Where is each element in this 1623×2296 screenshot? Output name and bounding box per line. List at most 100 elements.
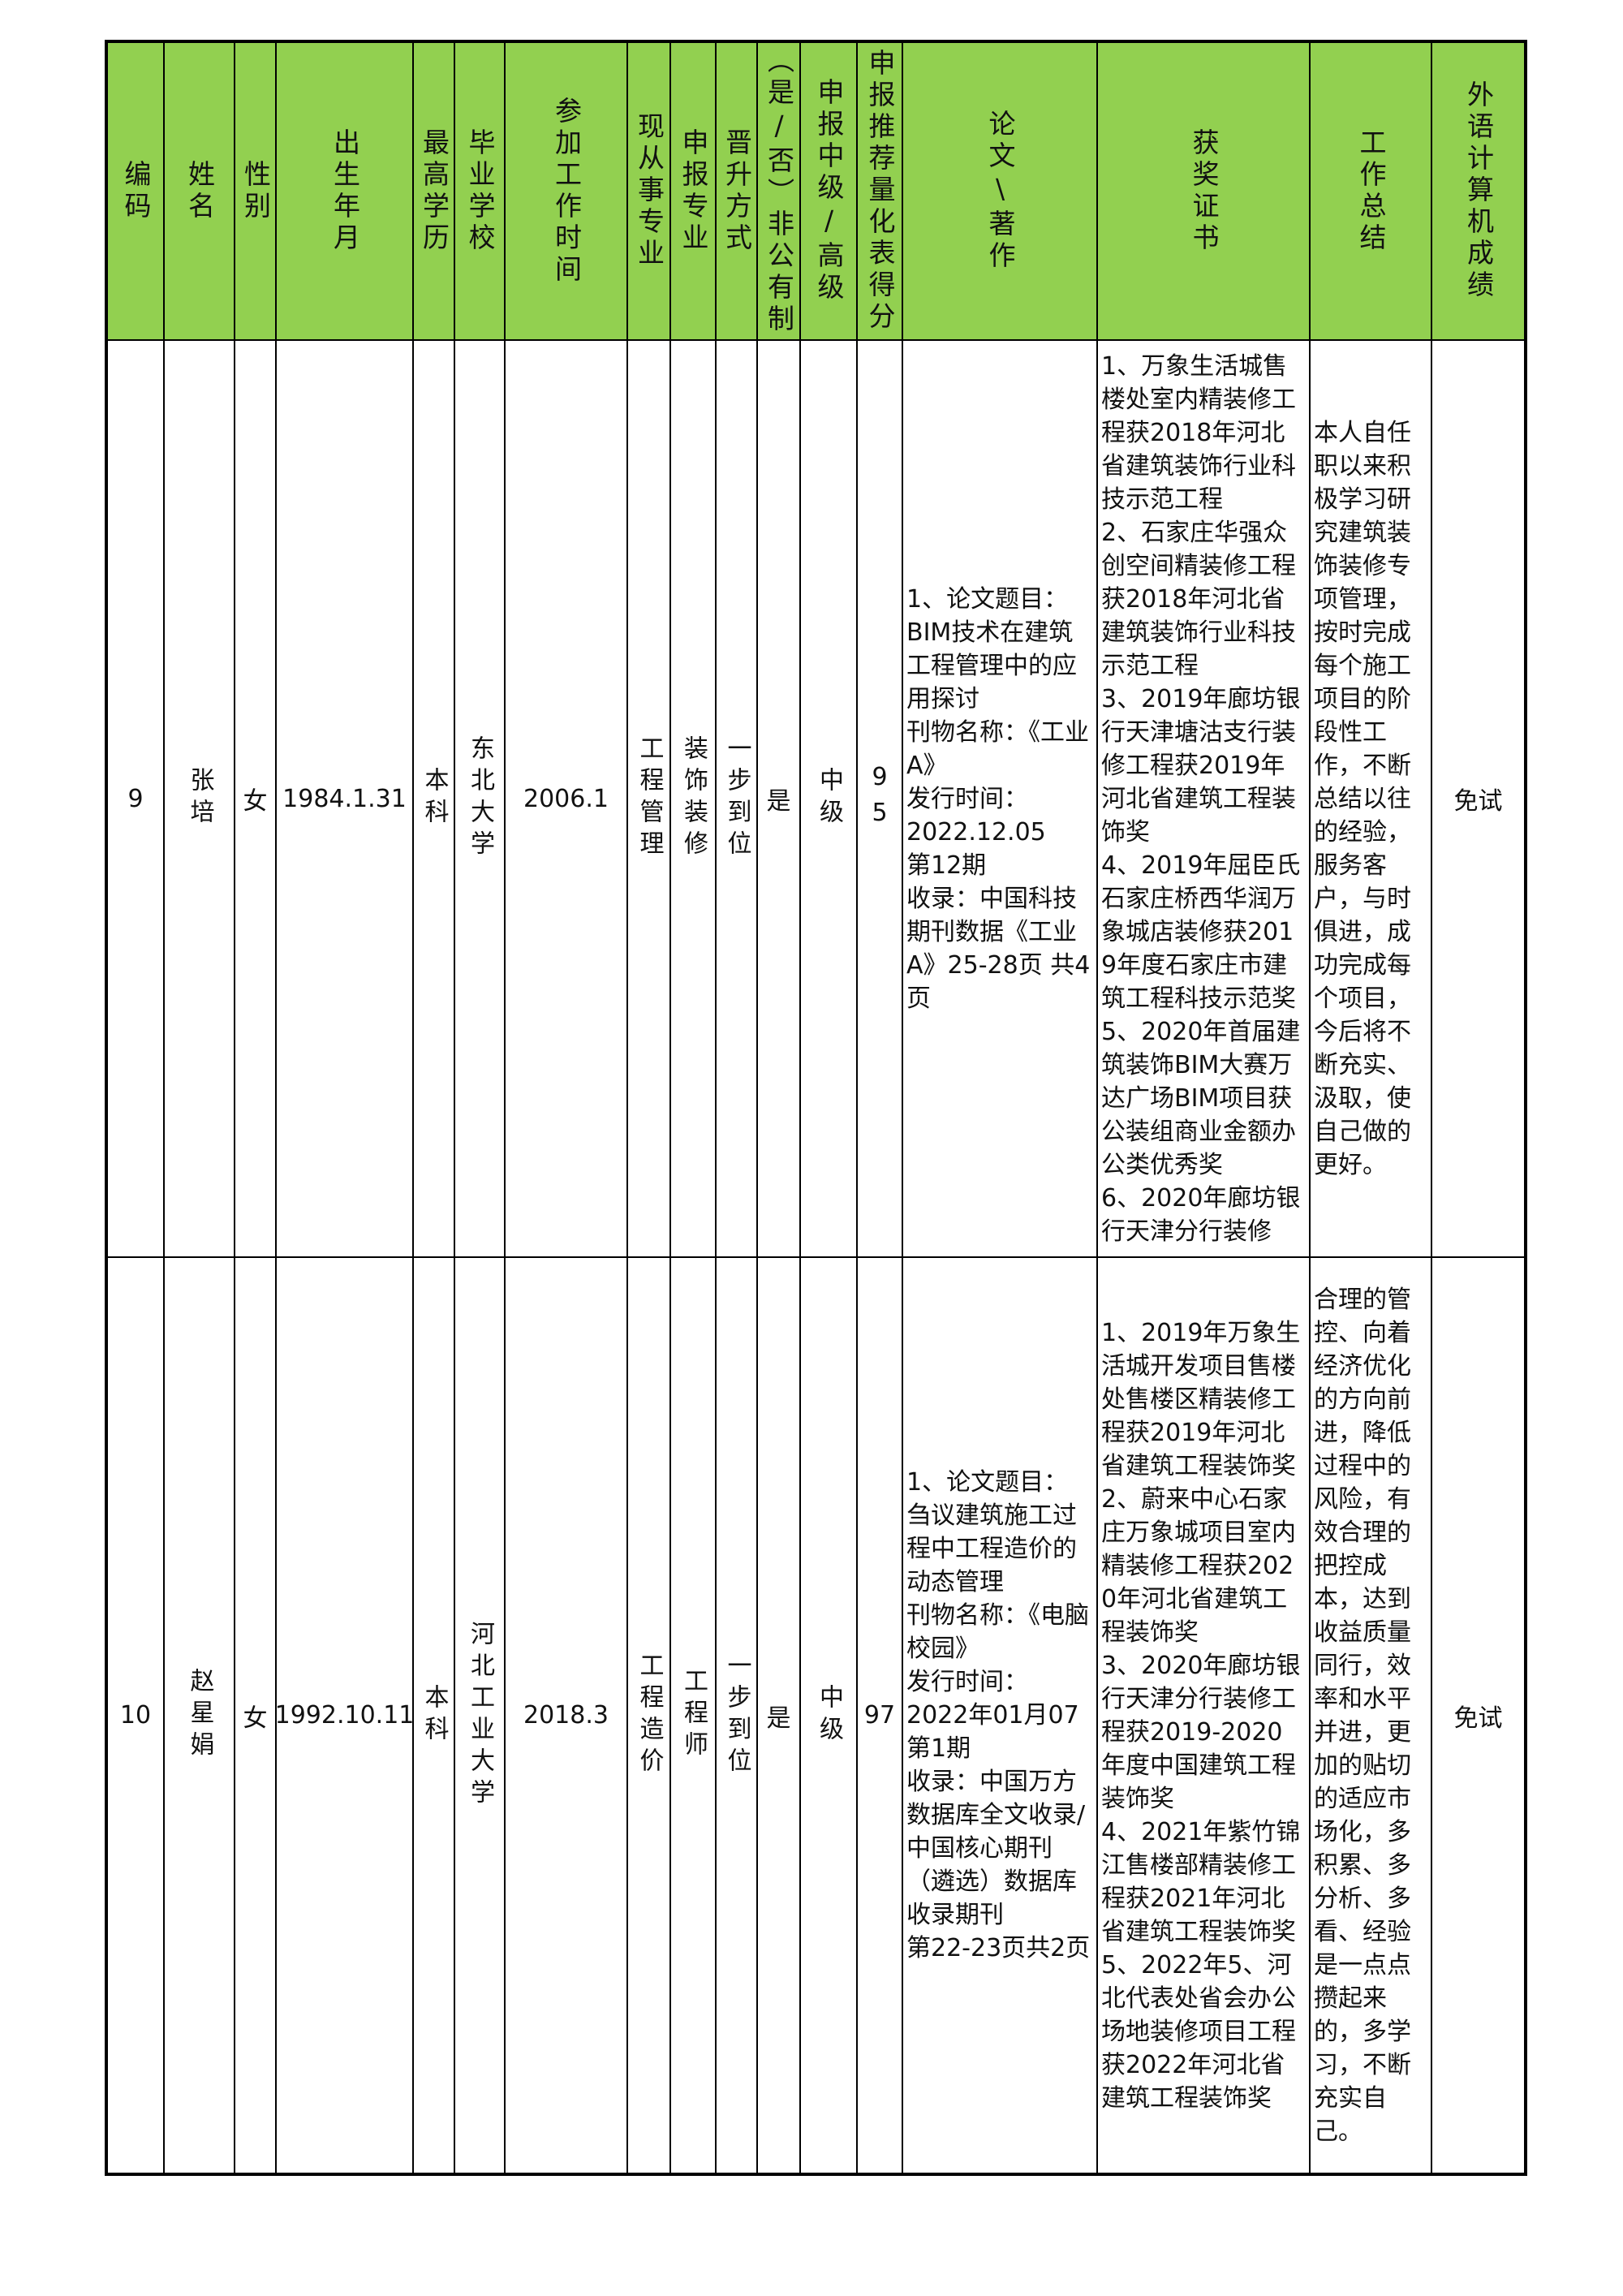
paper-item: 第12期 [906, 851, 987, 880]
cell-value: 一步到位 [722, 1652, 751, 1779]
header-promotion: 晋升方式 [715, 41, 758, 341]
cell-score: 95 [856, 339, 903, 1258]
header-exam: 外语计算机成绩 [1431, 41, 1526, 341]
cell-paper: 1、论文题目： BIM技术在建筑工程管理中的应用探讨 刊物名称：《工业A》 发行时间：… [902, 339, 1098, 1258]
cell-value: 张培 [185, 767, 214, 830]
paper-item: 第22-23页共2页 [906, 1934, 1091, 1962]
header-awards: 获奖证书 [1096, 41, 1311, 341]
paper-item: 刊物名称：《工业A》 [906, 717, 1089, 780]
cell-level: 中级 [799, 339, 858, 1258]
header-education: 最高学历 [412, 41, 455, 341]
cell-value: 9 [127, 784, 144, 813]
header-birth: 出生年月 [275, 41, 414, 341]
header-code: 编码 [105, 41, 165, 341]
cell-exam: 免试 [1431, 339, 1526, 1258]
header-paper: 论文\著作 [902, 41, 1098, 341]
paper-item: 收录：中国科技期刊数据《工业A》25-28页 共4页 [906, 884, 1091, 1013]
cell-exam: 免试 [1431, 1256, 1526, 2175]
awards-item: 6、2020年廊坊银行天津分行装修 [1101, 1183, 1301, 1246]
awards-item: 3、2019年廊坊银行天津塘沽支行装修工程获2019年河北省建筑工程装饰奖 [1101, 684, 1301, 846]
cell-id: 9 [105, 339, 165, 1258]
header-label: （是/否）非公有制 [763, 46, 795, 336]
paper-item: 刍议建筑施工过程中工程造价的动态管理 [906, 1501, 1077, 1596]
cell-value: 2018.3 [523, 1701, 609, 1730]
cell-value: 95 [865, 763, 894, 834]
awards-list: 1、万象生活城售楼处室内精装修工程获2018年河北省建筑装饰行业科技示范工程 2、… [1099, 350, 1308, 1248]
cell-non-public: 是 [756, 1256, 801, 2175]
awards-item: 2、石家庄华强众创空间精装修工程获2018年河北省建筑装饰行业科技示范工程 [1101, 518, 1296, 680]
header-gender: 性别 [234, 41, 277, 341]
header-level: 申报中级/高级 [799, 41, 858, 341]
paper-item: 收录：中国万方数据库全文收录/中国核心期刊（遴选）数据库收录期刊 [906, 1768, 1086, 1929]
header-row: 编码 姓名 性别 出生年月 最高学历 毕业学校 参加工作时间 现从事专业 申报专业 晋升方式 （是/… [105, 41, 1526, 341]
header-work-start: 参加工作时间 [504, 41, 628, 341]
cell-value: 1992.10.11 [277, 1701, 412, 1730]
cell-value: 是 [766, 1704, 791, 1733]
cell-current-major: 工程造价 [626, 1256, 671, 2175]
cell-gender: 女 [234, 339, 277, 1258]
applicant-table: 编码 姓名 性别 出生年月 最高学历 毕业学校 参加工作时间 现从事专业 申报专业 晋升方式 （是/… [105, 40, 1527, 2176]
cell-value: 工程师 [679, 1668, 708, 1763]
cell-edu: 本科 [412, 1256, 455, 2175]
cell-promotion: 一步到位 [715, 1256, 758, 2175]
paper-item: 2022年01月07 [906, 1701, 1079, 1730]
cell-value: 女 [243, 787, 268, 816]
cell-paper: 1、论文题目： 刍议建筑施工过程中工程造价的动态管理 刊物名称：《电脑校园》 发行时间… [902, 1256, 1098, 2175]
header-label: 申报中级/高级 [813, 78, 845, 304]
header-label: 性别 [239, 159, 272, 223]
cell-value: 中级 [815, 767, 843, 830]
header-label: 编码 [120, 159, 152, 223]
header-summary: 工作总结 [1309, 41, 1432, 341]
cell-value: 中级 [815, 1683, 843, 1747]
header-label: 最高学历 [418, 127, 450, 255]
cell-level: 中级 [799, 1256, 858, 2175]
header-label: 毕业学校 [464, 127, 496, 255]
header-score: 申报推荐量化表得分 [856, 41, 903, 341]
cell-id: 10 [105, 1256, 165, 2175]
header-label: 参加工作时间 [550, 96, 583, 286]
cell-edu: 本科 [412, 339, 455, 1258]
cell-value: 本科 [420, 1683, 449, 1747]
header-label: 获奖证书 [1188, 127, 1220, 255]
cell-summary: 本人自任职以来积极学习研究建筑装饰装修专项管理，按时完成每个施工项目的阶段性工作… [1309, 339, 1432, 1258]
header-apply-major: 申报专业 [669, 41, 717, 341]
paper-item: 1、论文题目： [906, 1468, 1069, 1497]
awards-item: 3、2020年廊坊银行天津分行装修工程获2019-2020年度中国建筑工程装饰奖 [1101, 1651, 1301, 1813]
cell-value: 河北工业大学 [466, 1620, 494, 1811]
cell-value: 本科 [420, 767, 449, 830]
header-label: 申报专业 [678, 127, 709, 255]
awards-item: 5、2020年首届建筑装饰BIM大赛万达广场BIM项目获公装组商业金额办公类优秀… [1101, 1017, 1301, 1179]
paper-list: 1、论文题目： 刍议建筑施工过程中工程造价的动态管理 刊物名称：《电脑校园》 发行时间… [904, 1466, 1096, 1965]
cell-gender: 女 [234, 1256, 277, 2175]
header-school: 毕业学校 [454, 41, 506, 341]
paper-list: 1、论文题目： BIM技术在建筑工程管理中的应用探讨 刊物名称：《工业A》 发行时间：… [904, 583, 1096, 1015]
header-label: 出生年月 [329, 127, 361, 255]
cell-value: 免试 [1453, 787, 1503, 816]
cell-value: 是 [766, 787, 791, 816]
cell-value: 免试 [1453, 1704, 1503, 1733]
paper-item: 1、论文题目： [906, 584, 1069, 614]
paper-item: 发行时间： [906, 784, 1028, 813]
header-name: 姓名 [163, 41, 235, 341]
cell-value: 2006.1 [523, 784, 609, 813]
paper-item: 刊物名称：《电脑校园》 [906, 1601, 1089, 1663]
cell-apply-major: 工程师 [669, 1256, 717, 2175]
awards-item: 1、2019年万象生活城开发项目售楼处售楼区精装修工程获2019年河北省建筑工程… [1101, 1318, 1301, 1480]
header-label: 晋升方式 [721, 127, 753, 255]
cell-apply-major: 装饰装修 [669, 339, 717, 1258]
summary-text: 本人自任职以来积极学习研究建筑装饰装修专项管理，按时完成每个施工项目的阶段性工作… [1314, 418, 1411, 1179]
cell-work-start: 2006.1 [504, 339, 628, 1258]
header-label: 工作总结 [1355, 127, 1387, 255]
cell-birth: 1984.1.31 [275, 339, 414, 1258]
cell-current-major: 工程管理 [626, 339, 671, 1258]
cell-value: 女 [243, 1704, 268, 1733]
table-row: 9 张培女 1984.1.31 本科 东北大学 2006.1 工程管理 装饰装修 一步到位是中级… [105, 339, 1526, 1258]
cell-work-start: 2018.3 [504, 1256, 628, 2175]
header-current-major: 现从事专业 [626, 41, 671, 341]
header-label: 姓名 [183, 159, 216, 223]
cell-value: 1984.1.31 [282, 784, 407, 813]
paper-item: 2022.12.05 [906, 817, 1046, 846]
awards-list: 1、2019年万象生活城开发项目售楼处售楼区精装修工程获2019年河北省建筑工程… [1099, 1316, 1308, 2115]
cell-birth: 1992.10.11 [275, 1256, 414, 2175]
header-label: 现从事专业 [633, 112, 665, 270]
